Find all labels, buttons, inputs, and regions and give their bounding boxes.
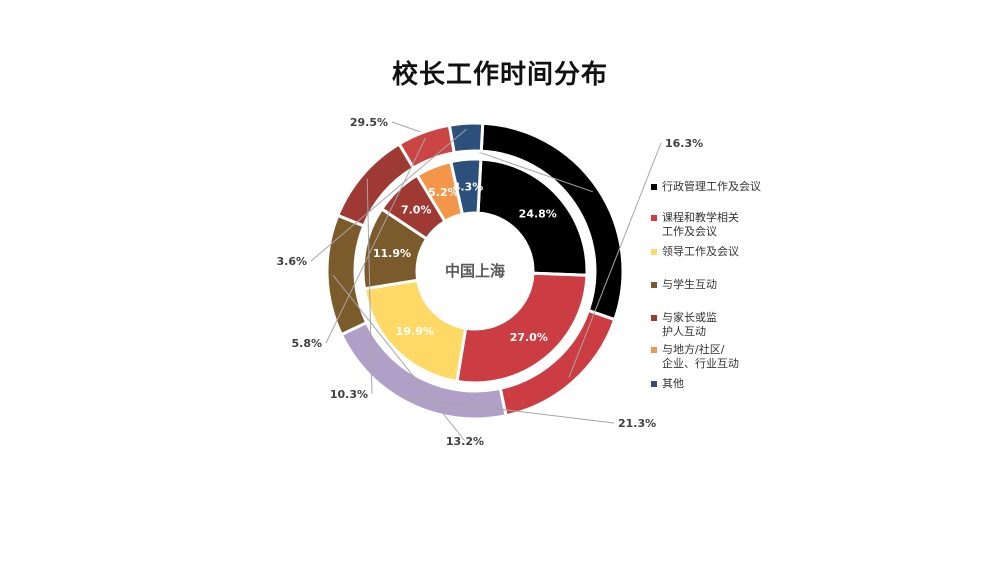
legend-label: 与家长或监 护人互动 xyxy=(662,311,717,338)
center-label: 中国上海 xyxy=(445,262,505,280)
legend-item-students: 与学生互动 xyxy=(651,278,717,292)
legend-swatch xyxy=(651,215,657,221)
legend-swatch xyxy=(651,249,657,255)
inner-slice xyxy=(476,157,589,277)
leader-line xyxy=(568,142,662,378)
inner-data-label: 7.0% xyxy=(401,204,432,217)
legend-swatch xyxy=(651,381,657,387)
outer-data-label: 13.2% xyxy=(446,435,484,448)
legend-label: 领导工作及会议 xyxy=(662,245,739,258)
legend-swatch xyxy=(651,282,657,288)
legend-label: 课程和教学相关 工作及会议 xyxy=(662,211,739,238)
legend-label: 其他 xyxy=(662,377,684,390)
outer-data-label: 16.3% xyxy=(665,137,703,150)
leader-line xyxy=(310,128,467,262)
outer-data-label: 29.5% xyxy=(350,116,388,129)
chart-title: 校长工作时间分布 xyxy=(391,60,608,90)
inner-slice xyxy=(449,157,483,217)
inner-data-label: 11.9% xyxy=(373,247,411,260)
outer-slice xyxy=(447,121,485,155)
inner-data-label: 5.2% xyxy=(428,186,459,199)
leader-line xyxy=(366,178,373,395)
legend-item-community: 与地方/社区/ 企业、行业互动 xyxy=(651,343,739,371)
leader-line xyxy=(332,274,466,442)
legend-item-leadership: 领导工作及会议 xyxy=(651,245,739,259)
legend-item-curriculum: 课程和教学相关 工作及会议 xyxy=(651,211,739,239)
inner-data-label: 24.8% xyxy=(519,208,557,221)
outer-data-label: 3.6% xyxy=(276,255,307,268)
legend-item-admin: 行政管理工作及会议 xyxy=(651,180,761,194)
outer-data-label: 21.3% xyxy=(618,417,656,430)
legend-swatch xyxy=(651,315,657,321)
legend-item-other: 其他 xyxy=(651,377,684,391)
leader-line xyxy=(325,137,426,344)
inner-slice xyxy=(455,271,589,385)
legend-label: 与地方/社区/ 企业、行业互动 xyxy=(662,343,739,370)
inner-data-label: 19.9% xyxy=(396,325,434,338)
leader-line xyxy=(412,397,615,424)
outer-slice xyxy=(325,213,369,337)
legend-swatch xyxy=(651,347,657,353)
legend-item-parents: 与家长或监 护人互动 xyxy=(651,311,717,339)
legend-label: 与学生互动 xyxy=(662,278,717,291)
inner-data-label: 27.0% xyxy=(510,331,548,344)
legend-swatch xyxy=(651,184,657,190)
legend-label: 行政管理工作及会议 xyxy=(662,180,761,193)
outer-data-label: 10.3% xyxy=(330,388,368,401)
inner-data-label: 4.3% xyxy=(453,180,484,193)
outer-data-label: 5.8% xyxy=(291,337,322,350)
